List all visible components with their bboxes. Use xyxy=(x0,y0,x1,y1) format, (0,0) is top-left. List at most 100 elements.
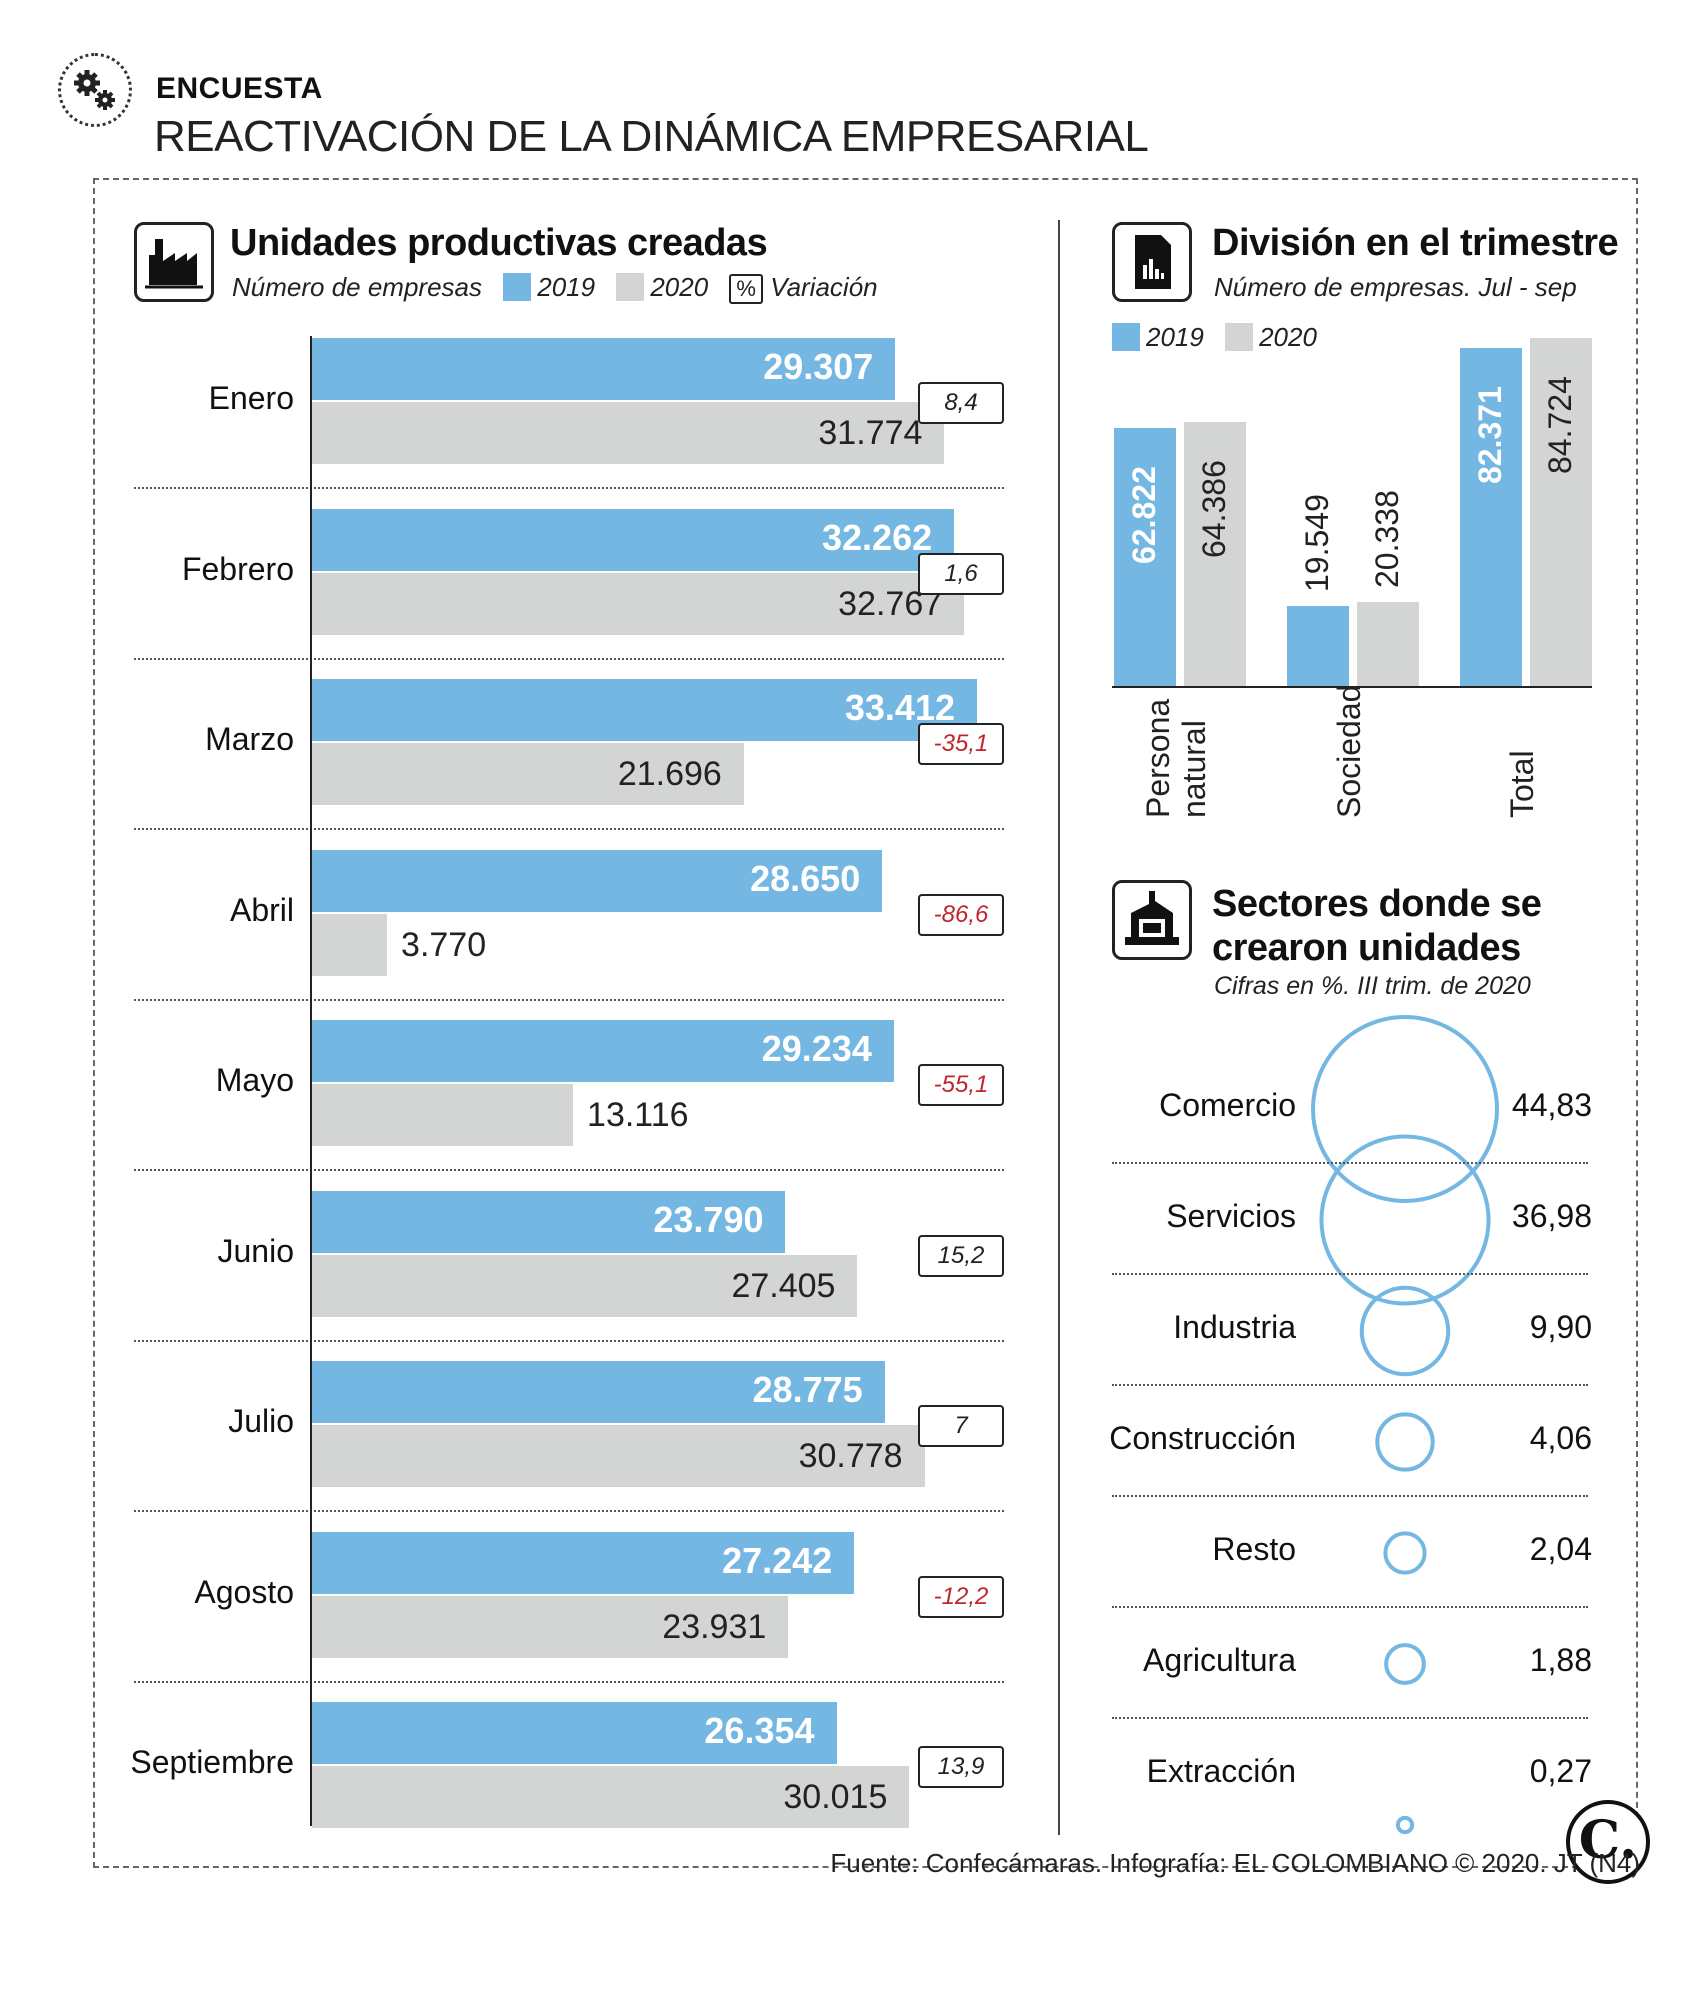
variation-badge: -35,1 xyxy=(918,723,1004,765)
sector-label: Servicios xyxy=(1166,1198,1296,1234)
legend-variation-label: Variación xyxy=(770,272,878,302)
value-2019: 26.354 xyxy=(704,1710,815,1751)
row-separator xyxy=(134,1339,1004,1342)
month-label: Enero xyxy=(208,380,294,416)
sector-bubble xyxy=(1311,1015,1499,1203)
sector-label: Agricultura xyxy=(1143,1642,1296,1678)
industry-crane-icon xyxy=(1112,880,1192,960)
value-2019: 28.775 xyxy=(752,1369,863,1410)
bar-2019 xyxy=(312,1702,837,1764)
variation-badge: 15,2 xyxy=(918,1234,1004,1277)
value-2020: 31.774 xyxy=(818,414,923,452)
value-2019: 32.262 xyxy=(822,516,933,558)
bar-2020 xyxy=(312,402,945,464)
value-2020: 23.931 xyxy=(662,1607,767,1646)
sector-value: 44,83 xyxy=(1511,1087,1592,1123)
kicker: ENCUESTA xyxy=(156,72,323,105)
row-separator xyxy=(134,998,1004,1001)
chart2-title: División en el trimestre xyxy=(1212,222,1619,264)
legend2-swatch-2020 xyxy=(1225,323,1254,351)
sector-separator xyxy=(1112,1606,1588,1608)
sector-separator xyxy=(1112,1273,1588,1275)
bar-2019 xyxy=(312,679,977,741)
chart3-subtitle: Cifras en %. III trim. de 2020 xyxy=(1214,972,1531,1000)
sector-value: 9,90 xyxy=(1529,1309,1592,1345)
sector-label: Extracción xyxy=(1146,1753,1296,1789)
sector-bubble xyxy=(1375,1412,1435,1472)
value-2019: 23.790 xyxy=(653,1198,764,1240)
month-label: Marzo xyxy=(205,721,294,757)
legend2-label-2020: 2020 xyxy=(1259,322,1317,352)
infographic-frame xyxy=(93,178,1638,1868)
value-2020: 30.778 xyxy=(798,1437,903,1475)
value-2019: 28.650 xyxy=(750,857,861,899)
qbar-2020 xyxy=(1357,602,1419,686)
sector-separator xyxy=(1112,1384,1588,1386)
quarter-axis-line xyxy=(1112,686,1592,688)
bar-2019 xyxy=(312,1531,855,1594)
value-2019: 29.234 xyxy=(761,1028,872,1069)
document-chart-icon xyxy=(1112,222,1192,302)
bar-2020 xyxy=(312,743,744,805)
bar-2020 xyxy=(312,1425,925,1487)
legend2-swatch-2019 xyxy=(1112,323,1140,351)
row-separator xyxy=(134,1680,1004,1683)
bar-2019 xyxy=(312,1020,894,1082)
bar-2019 xyxy=(312,1190,786,1253)
value-2020: 27.405 xyxy=(731,1266,836,1305)
legend-label-2019: 2019 xyxy=(537,272,596,302)
legend2-label-2019: 2019 xyxy=(1146,322,1204,352)
value-2020: 21.696 xyxy=(617,755,722,793)
bar-2019 xyxy=(312,849,883,912)
month-label: Agosto xyxy=(194,1573,294,1610)
sector-bubbles xyxy=(1311,1015,1499,1835)
bar-2019 xyxy=(312,338,896,400)
row-separator xyxy=(134,657,1004,660)
value-2020: 13.116 xyxy=(587,1096,689,1134)
variation-badge: -55,1 xyxy=(918,1064,1004,1106)
value-2019: 33.412 xyxy=(844,687,955,728)
sector-separator xyxy=(1112,1162,1588,1164)
month-label: Mayo xyxy=(215,1062,294,1098)
sector-value: 2,04 xyxy=(1529,1531,1592,1567)
sector-bubble xyxy=(1383,1531,1427,1575)
legend-variation-box: % xyxy=(729,274,763,304)
sector-bubble xyxy=(1319,1134,1491,1306)
sector-label: Resto xyxy=(1212,1531,1296,1567)
bar-2019 xyxy=(312,1361,885,1423)
month-label: Febrero xyxy=(181,550,294,587)
sector-bubble xyxy=(1395,1815,1415,1835)
chart1-legend: Número de empresas 2019 2020 % Variación xyxy=(232,272,878,304)
chart1-title: Unidades productivas creadas xyxy=(230,222,768,264)
variation-badge: -86,6 xyxy=(918,893,1004,936)
sector-value: 4,06 xyxy=(1529,1420,1592,1456)
chart3-title: Sectores donde se crearon unidades xyxy=(1212,882,1542,970)
monthly-axis-line xyxy=(310,336,312,1826)
chart2-legend: 2019 2020 xyxy=(1112,322,1317,353)
qbar-2019 xyxy=(1114,427,1176,686)
variation-badge: 8,4 xyxy=(918,382,1004,424)
bar-2020 xyxy=(312,572,965,635)
legend-swatch-2019 xyxy=(503,273,532,301)
page-title: REACTIVACIÓN DE LA DINÁMICA EMPRESARIAL xyxy=(154,112,1149,161)
monthly-bar-chart: 29.307 31.774 8,4 Enero 32.262 32.767 1,6 Febre… xyxy=(130,338,1004,1828)
sector-value: 1,88 xyxy=(1529,1642,1592,1678)
factory-icon xyxy=(134,222,214,302)
sector-separator xyxy=(1112,1495,1588,1497)
chart1-subtitle: Número de empresas xyxy=(232,272,482,302)
value-2019: 27.242 xyxy=(722,1539,833,1581)
legend-swatch-2020 xyxy=(616,273,645,301)
sector-label: Construcción xyxy=(1109,1420,1296,1456)
sector-label: Industria xyxy=(1173,1309,1296,1345)
chart2-subtitle: Número de empresas. Jul - sep xyxy=(1214,272,1577,302)
bar-2020 xyxy=(312,1595,789,1658)
value-2020: 30.015 xyxy=(783,1778,888,1816)
sector-bubble xyxy=(1384,1643,1426,1685)
variation-badge: 1,6 xyxy=(918,552,1004,595)
column-divider xyxy=(1058,220,1060,1835)
variation-badge: 7 xyxy=(918,1405,1004,1447)
bar-2020 xyxy=(312,913,388,976)
bar-2019 xyxy=(312,508,955,571)
month-label: Abril xyxy=(229,891,294,928)
sector-value: 36,98 xyxy=(1511,1198,1592,1234)
